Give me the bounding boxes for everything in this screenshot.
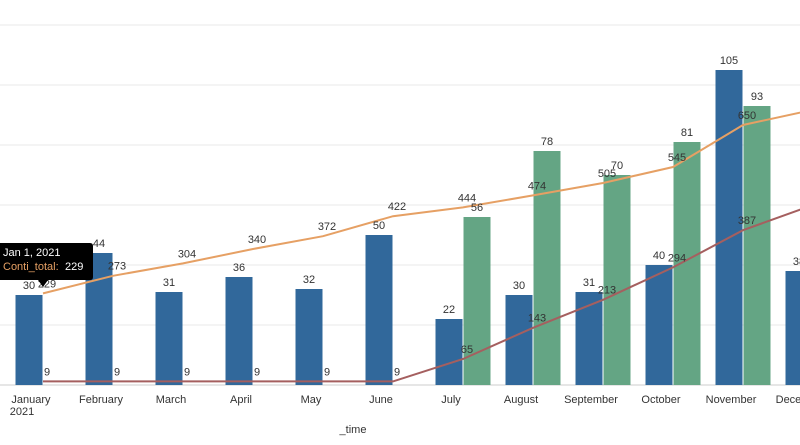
bar <box>463 217 491 385</box>
x-tick-label: May <box>301 394 322 406</box>
line-value-label: 387 <box>738 215 756 227</box>
bar <box>15 295 43 385</box>
x-axis-title: _time <box>339 424 367 436</box>
bar-value-label: 50 <box>373 220 385 232</box>
bar <box>743 106 771 385</box>
bar <box>673 142 701 385</box>
line-value-label: 9 <box>114 366 120 378</box>
line-value-label: 9 <box>254 366 260 378</box>
x-tick-label: October <box>641 394 680 406</box>
line-value-label: 650 <box>738 110 756 122</box>
x-tick-label: February <box>79 394 124 406</box>
bar <box>295 289 323 385</box>
bar-value-label: 31 <box>583 277 595 289</box>
bar <box>645 265 673 385</box>
x-tick-label: September <box>564 394 618 406</box>
line-value-label: 505 <box>598 168 616 180</box>
bar-value-label: 40 <box>653 250 665 262</box>
bar <box>603 175 631 385</box>
line-value-label: 9 <box>394 366 400 378</box>
x-tick-label: December <box>776 394 800 406</box>
bar-value-label: 22 <box>443 304 455 316</box>
line <box>43 208 800 383</box>
x-tick-label: January <box>11 394 51 406</box>
bar <box>365 235 393 385</box>
bar-value-label: 32 <box>303 274 315 286</box>
x-year-label: 2021 <box>10 406 34 418</box>
line-value-label: 444 <box>458 192 476 204</box>
bar <box>785 271 800 385</box>
bar-value-label: 31 <box>163 277 175 289</box>
x-tick-label: August <box>504 394 538 406</box>
tooltip-date: Jan 1, 2021 <box>3 247 61 259</box>
line-value-label: 294 <box>668 252 686 264</box>
line-value-label: 340 <box>248 234 266 246</box>
bar <box>155 292 183 385</box>
bar-value-label: 38 <box>793 256 800 268</box>
line-value-label: 304 <box>178 248 196 260</box>
line-value-label: 422 <box>388 201 406 213</box>
bar-value-label: 93 <box>751 91 763 103</box>
line-value-label: 545 <box>668 152 686 164</box>
bar-value-label: 56 <box>471 202 483 214</box>
line-value-label: 213 <box>598 285 616 297</box>
x-tick-label: November <box>706 394 757 406</box>
x-tick-label: March <box>156 394 187 406</box>
tooltip-series-label: Conti_total: <box>3 261 59 273</box>
tooltip-value: 229 <box>65 261 83 273</box>
bar-value-label: 44 <box>93 238 105 250</box>
x-tick-label: April <box>230 394 252 406</box>
line-value-label: 9 <box>324 366 330 378</box>
bar <box>435 319 463 385</box>
tooltip-box <box>0 243 93 287</box>
line-value-label: 9 <box>44 366 50 378</box>
line-value-label: 65 <box>461 344 473 356</box>
line <box>42 111 800 295</box>
bar-value-label: 30 <box>23 280 35 292</box>
bar-value-label: 105 <box>720 55 738 67</box>
bar-value-label: 36 <box>233 262 245 274</box>
line-value-label: 143 <box>528 313 546 325</box>
line-value-label: 273 <box>108 261 126 273</box>
bar <box>715 70 743 385</box>
bar-value-label: 81 <box>681 127 693 139</box>
line-value-label: 474 <box>528 180 546 192</box>
bar-value-label: 30 <box>513 280 525 292</box>
x-tick-label: July <box>441 394 461 406</box>
line-value-label: 9 <box>184 366 190 378</box>
bar-value-label: 78 <box>541 136 553 148</box>
bar <box>505 295 533 385</box>
bar <box>533 151 561 385</box>
tooltip: Jan 1, 2021 Conti_total: 229 <box>0 243 93 287</box>
bar <box>575 292 603 385</box>
bar <box>225 277 253 385</box>
line-value-label: 372 <box>318 221 336 233</box>
x-tick-label: June <box>369 394 393 406</box>
bar-value-label: 70 <box>611 160 623 172</box>
